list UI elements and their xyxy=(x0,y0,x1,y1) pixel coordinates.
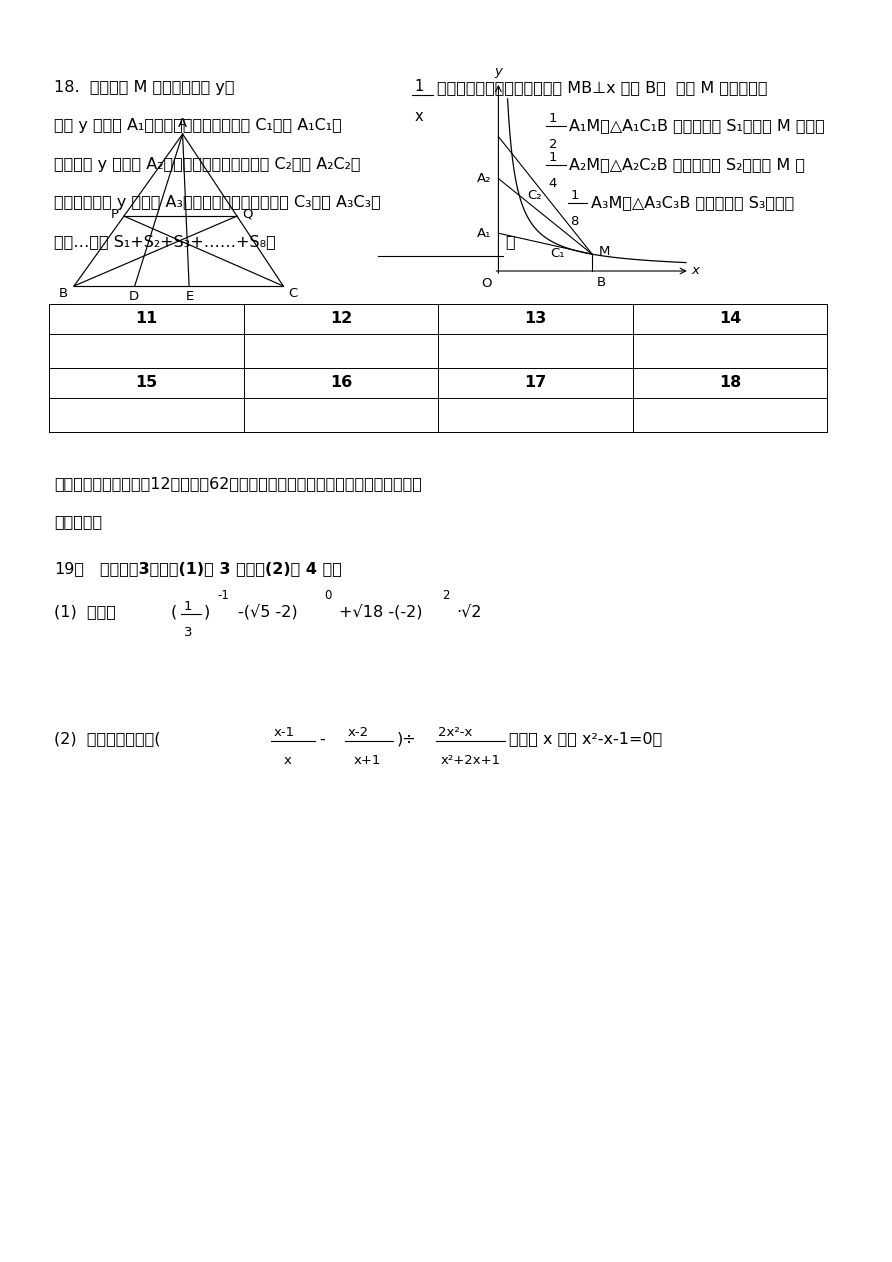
Text: 条直线交 y 轴于点 A₂，交反比例函数图象于点 C₂，且 A₂C₂＝: 条直线交 y 轴于点 A₂，交反比例函数图象于点 C₂，且 A₂C₂＝ xyxy=(54,156,360,172)
Text: 演算步骤．: 演算步骤． xyxy=(54,515,103,530)
Text: 1: 1 xyxy=(549,151,558,164)
Text: 15: 15 xyxy=(136,376,158,390)
Text: ·√2: ·√2 xyxy=(456,604,482,620)
Text: A₁M，△A₁C₁B 的面积记为 S₁；过点 M 的第二: A₁M，△A₁C₁B 的面积记为 S₁；过点 M 的第二 xyxy=(569,119,825,134)
Text: x-2: x-2 xyxy=(347,726,368,738)
Text: 1: 1 xyxy=(415,80,424,93)
Text: Q: Q xyxy=(242,207,252,221)
Text: (2)  先化简再计算：(: (2) 先化简再计算：( xyxy=(54,732,161,747)
Text: x: x xyxy=(284,753,291,766)
Text: 0: 0 xyxy=(325,589,332,602)
Text: C₂: C₂ xyxy=(527,189,541,202)
Text: y: y xyxy=(494,64,502,78)
Text: 1: 1 xyxy=(549,112,558,125)
Text: 13: 13 xyxy=(524,312,547,327)
Text: ，其中 x 满足 x²-x-1=0．: ，其中 x 满足 x²-x-1=0． xyxy=(509,732,663,747)
Text: 18.  如图，点 M 是反比例函数 y＝: 18. 如图，点 M 是反比例函数 y＝ xyxy=(54,80,235,95)
Text: (1)  计算：: (1) 计算： xyxy=(54,604,116,620)
Text: 16: 16 xyxy=(330,376,352,390)
Text: A₂: A₂ xyxy=(477,172,491,186)
Text: +√18 -(-2): +√18 -(-2) xyxy=(339,604,422,620)
Text: B: B xyxy=(59,286,68,300)
Text: 19．: 19． xyxy=(54,562,84,575)
Text: x+1: x+1 xyxy=(353,753,381,766)
Text: x: x xyxy=(415,109,423,124)
Text: 1: 1 xyxy=(571,189,579,202)
Text: C: C xyxy=(288,286,297,300)
Text: E: E xyxy=(186,290,194,303)
Text: M: M xyxy=(599,245,610,257)
Text: 4: 4 xyxy=(549,177,558,191)
Text: D: D xyxy=(128,290,139,303)
Text: x-1: x-1 xyxy=(273,726,294,738)
Text: P: P xyxy=(111,207,119,221)
Text: ．: ． xyxy=(506,233,515,249)
Text: 2x²-x: 2x²-x xyxy=(438,726,473,738)
Text: 第三条直线交 y 轴于点 A₃，交反比例函数图象于点 C₃，且 A₃C₃＝: 第三条直线交 y 轴于点 A₃，交反比例函数图象于点 C₃，且 A₃C₃＝ xyxy=(54,196,381,211)
Text: -(√5 -2): -(√5 -2) xyxy=(238,604,298,620)
Text: 线交 y 轴于点 A₁，交反比例函数图象于点 C₁，且 A₁C₁＝: 线交 y 轴于点 A₁，交反比例函数图象于点 C₁，且 A₁C₁＝ xyxy=(54,119,342,134)
Text: -1: -1 xyxy=(217,589,229,602)
Text: C₁: C₁ xyxy=(550,246,565,260)
Text: (: ( xyxy=(170,604,177,620)
Text: )÷: )÷ xyxy=(397,732,417,747)
Text: 14: 14 xyxy=(719,312,741,327)
Text: A₂M，△A₂C₂B 的面积记为 S₂；过点 M 的: A₂M，△A₂C₂B 的面积记为 S₂；过点 M 的 xyxy=(569,156,805,172)
Text: 2: 2 xyxy=(442,589,450,602)
Text: x²+2x+1: x²+2x+1 xyxy=(440,753,500,766)
Text: 11: 11 xyxy=(136,312,158,327)
Text: A₁: A₁ xyxy=(477,227,491,240)
Text: B: B xyxy=(597,276,607,289)
Text: 17: 17 xyxy=(524,376,547,390)
Text: ): ) xyxy=(203,604,210,620)
Text: O: O xyxy=(481,276,491,290)
Text: 18: 18 xyxy=(719,376,741,390)
Text: 类推…；则 S₁+S₂+S₃+……+S₈＝: 类推…；则 S₁+S₂+S₃+……+S₈＝ xyxy=(54,233,276,249)
Text: 三．解答题：本大题具12小题，怷62分．解答要写出必要的文字说明、证明过程或: 三．解答题：本大题具12小题，怷62分．解答要写出必要的文字说明、证明过程或 xyxy=(54,476,422,491)
Text: A: A xyxy=(178,117,187,130)
Text: 8: 8 xyxy=(571,216,579,228)
Text: x: x xyxy=(691,265,699,278)
Text: 3: 3 xyxy=(184,626,192,640)
Text: 12: 12 xyxy=(330,312,352,327)
Text: A₃M，△A₃C₃B 的面积记为 S₃；以此: A₃M，△A₃C₃B 的面积记为 S₃；以此 xyxy=(591,196,795,211)
Text: 2: 2 xyxy=(549,139,558,151)
Text: 1: 1 xyxy=(184,601,192,613)
Text: 在第一象限内图象上的点，作 MB⊥x 轴于 B．  过点 M 的第一条直: 在第一象限内图象上的点，作 MB⊥x 轴于 B． 过点 M 的第一条直 xyxy=(437,80,768,95)
Text: （本题满3分，第(1)题 3 分，第(2)题 4 分）: （本题满3分，第(1)题 3 分，第(2)题 4 分） xyxy=(100,562,342,575)
Text: -: - xyxy=(318,732,325,747)
